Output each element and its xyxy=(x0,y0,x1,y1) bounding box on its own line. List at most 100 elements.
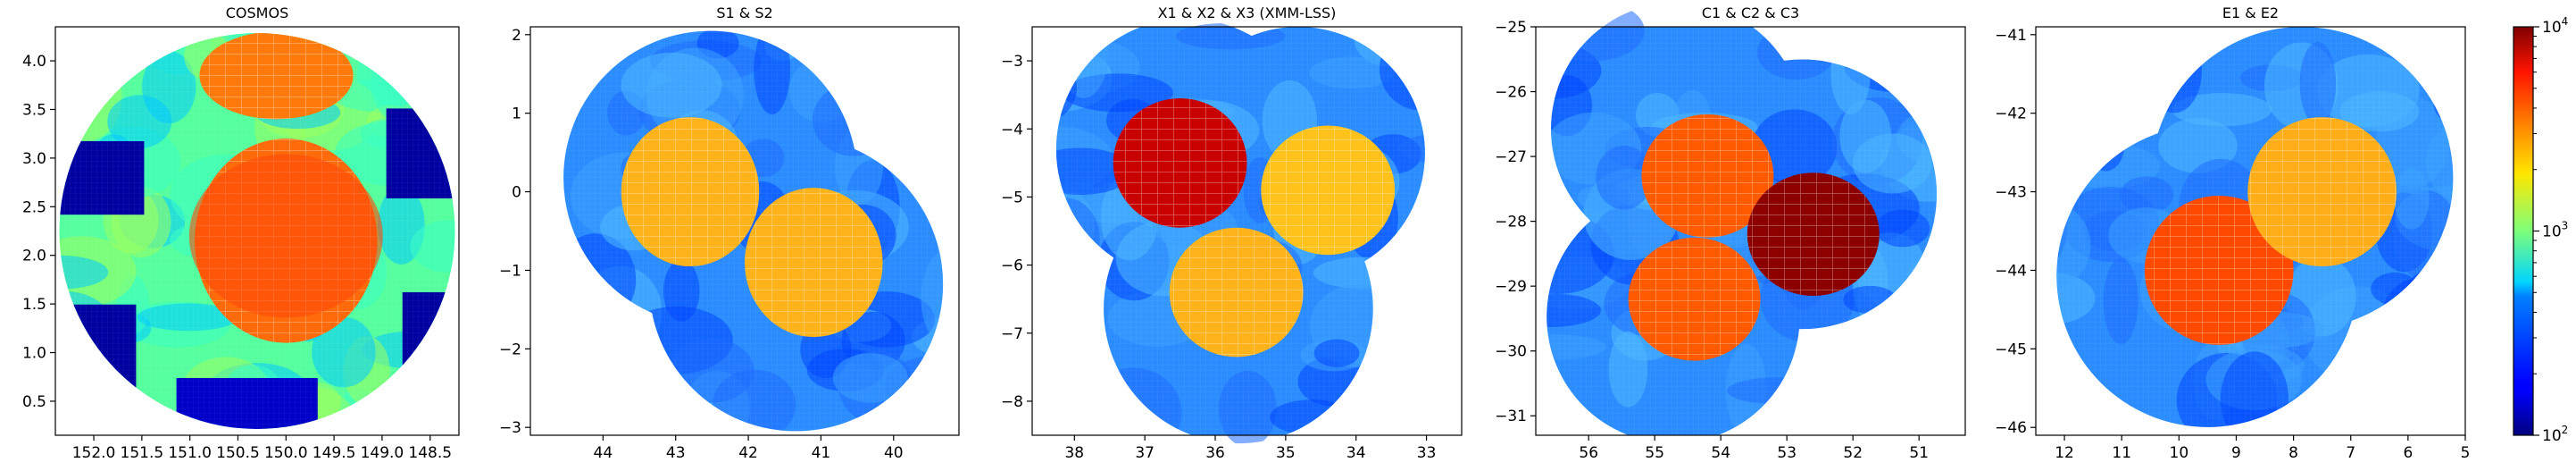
x-tick-label: 44 xyxy=(594,444,613,462)
x-tick-label: 53 xyxy=(1777,444,1797,462)
x-tick-label: 148.5 xyxy=(408,444,452,462)
colorbar-gradient xyxy=(2513,27,2533,435)
x-tick-label: 8 xyxy=(2288,444,2298,462)
y-tick-label: −28 xyxy=(1495,214,1527,231)
y-tick-label: 1 xyxy=(512,105,521,123)
x-tick-label: 37 xyxy=(1135,444,1155,462)
panel-1: COSMOS 152.0 151.5 151.0 150.5 150.0 149.5 149.… xyxy=(22,4,460,462)
y-tick-label: 3.5 xyxy=(22,101,46,119)
deep-field-2 xyxy=(1261,125,1396,256)
x-tick-label: 151.5 xyxy=(121,444,164,462)
axes-frame xyxy=(1535,26,1966,436)
deep-field-1 xyxy=(1113,97,1247,228)
panel-title: COSMOS xyxy=(226,4,288,21)
x-tick-label: 6 xyxy=(2403,444,2413,462)
y-tick-label: 2.5 xyxy=(22,198,46,216)
x-tick-label: 55 xyxy=(1645,444,1664,462)
deep-field-3 xyxy=(1628,237,1761,361)
colorbar-tick-label: 102 xyxy=(2542,424,2568,445)
y-tick-label: −3 xyxy=(499,419,521,437)
deep-field-2 xyxy=(199,33,354,120)
deep-field-2 xyxy=(745,188,883,338)
axes-frame xyxy=(2035,26,2466,436)
x-tick-label: 149.0 xyxy=(361,444,404,462)
x-tick-label: 54 xyxy=(1711,444,1730,462)
x-tick-label: 36 xyxy=(1205,444,1225,462)
axes-frame xyxy=(54,26,460,436)
deep-field-1 xyxy=(621,117,760,267)
y-tick-label: −44 xyxy=(1995,262,2027,280)
y-tick-label: −3 xyxy=(1001,53,1023,71)
panel-title: C1 & C2 & C3 xyxy=(1702,4,1799,21)
x-tick-label: 152.0 xyxy=(72,444,116,462)
x-tick-label: 33 xyxy=(1417,444,1437,462)
deep-field-2 xyxy=(1747,172,1880,297)
x-tick-label: 150.5 xyxy=(216,444,260,462)
colorbar: 102 103 104 xyxy=(2513,15,2568,445)
panel-4: C1 & C2 & C3 56 55 54 53 52 51 −31 −30 −29 −28 −27 −… xyxy=(1495,2,1966,462)
y-tick-label: 0 xyxy=(512,184,521,202)
axes-frame xyxy=(1031,26,1463,436)
y-tick-label: −43 xyxy=(1995,184,2027,202)
x-tick-label: 7 xyxy=(2346,444,2355,462)
y-tick-label: −46 xyxy=(1995,419,2027,437)
x-tick-label: 56 xyxy=(1579,444,1598,462)
deep-field-1 xyxy=(2144,195,2294,345)
panel-3: X1 & X2 & X3 (XMM-LSS) 38 37 36 35 34 33 −8 −7 −6… xyxy=(1001,4,1463,462)
y-tick-label: −27 xyxy=(1495,148,1527,166)
y-tick-label: −26 xyxy=(1495,84,1527,102)
x-tick-label: 149.5 xyxy=(313,444,356,462)
coverage-map xyxy=(563,30,944,432)
x-tick-label: 38 xyxy=(1064,444,1084,462)
y-tick-label: 3.0 xyxy=(22,150,46,168)
colorbar-tick-label: 103 xyxy=(2542,220,2568,241)
x-tick-label: 41 xyxy=(812,444,831,462)
panel-2: S1 & S2 44 43 42 41 40 −3 −2 −1 0 1 2 xyxy=(499,4,960,462)
y-tick-label: −4 xyxy=(1001,121,1023,139)
y-tick-label: −42 xyxy=(1995,105,2027,123)
x-tick-label: 150.0 xyxy=(264,444,308,462)
x-tick-label: 12 xyxy=(2055,444,2074,462)
y-tick-label: 2 xyxy=(512,27,521,45)
y-tick-label: 2.0 xyxy=(22,248,46,265)
x-tick-label: 5 xyxy=(2461,444,2471,462)
x-tick-label: 51 xyxy=(1909,444,1929,462)
y-tick-label: −30 xyxy=(1495,343,1527,361)
y-tick-label: −2 xyxy=(499,341,521,358)
deep-field-2 xyxy=(2247,117,2397,267)
y-tick-label: 1.5 xyxy=(22,296,46,314)
x-tick-label: 34 xyxy=(1346,444,1366,462)
coverage-map xyxy=(2056,27,2454,427)
x-tick-label: 43 xyxy=(666,444,686,462)
panel-title: E1 & E2 xyxy=(2222,4,2279,21)
y-tick-label: 4.0 xyxy=(22,53,46,71)
x-tick-label: 35 xyxy=(1276,444,1296,462)
x-tick-label: 11 xyxy=(2112,444,2131,462)
y-tick-label: −6 xyxy=(1001,257,1023,275)
colorbar-tick-label: 104 xyxy=(2542,15,2568,37)
x-tick-label: 42 xyxy=(738,444,758,462)
coverage-map xyxy=(59,33,455,429)
coverage-map xyxy=(1055,18,1425,444)
axes-frame xyxy=(529,26,960,436)
x-tick-label: 9 xyxy=(2231,444,2241,462)
panel-5: E1 & E2 12 11 10 9 8 7 6 5 −46 −45 −44 −43 −42 −41 xyxy=(1995,4,2471,462)
y-tick-label: −29 xyxy=(1495,278,1527,296)
x-tick-label: 151.0 xyxy=(168,444,212,462)
x-tick-label: 10 xyxy=(2170,444,2189,462)
y-tick-label: −41 xyxy=(1995,27,2027,45)
coverage-map xyxy=(1546,2,1938,444)
y-tick-label: 1.0 xyxy=(22,345,46,363)
y-tick-label: −8 xyxy=(1001,393,1023,411)
y-tick-label: 0.5 xyxy=(22,393,46,411)
y-tick-label: −7 xyxy=(1001,325,1023,343)
deep-field-3 xyxy=(1169,227,1304,357)
panel-title: S1 & S2 xyxy=(716,4,772,21)
y-tick-label: −31 xyxy=(1495,408,1527,425)
y-tick-label: −25 xyxy=(1495,19,1527,37)
y-tick-label: −45 xyxy=(1995,341,2027,358)
panel-title: X1 & X2 & X3 (XMM-LSS) xyxy=(1158,4,1337,21)
x-tick-label: 52 xyxy=(1843,444,1863,462)
deep-field-1 xyxy=(1641,114,1774,238)
